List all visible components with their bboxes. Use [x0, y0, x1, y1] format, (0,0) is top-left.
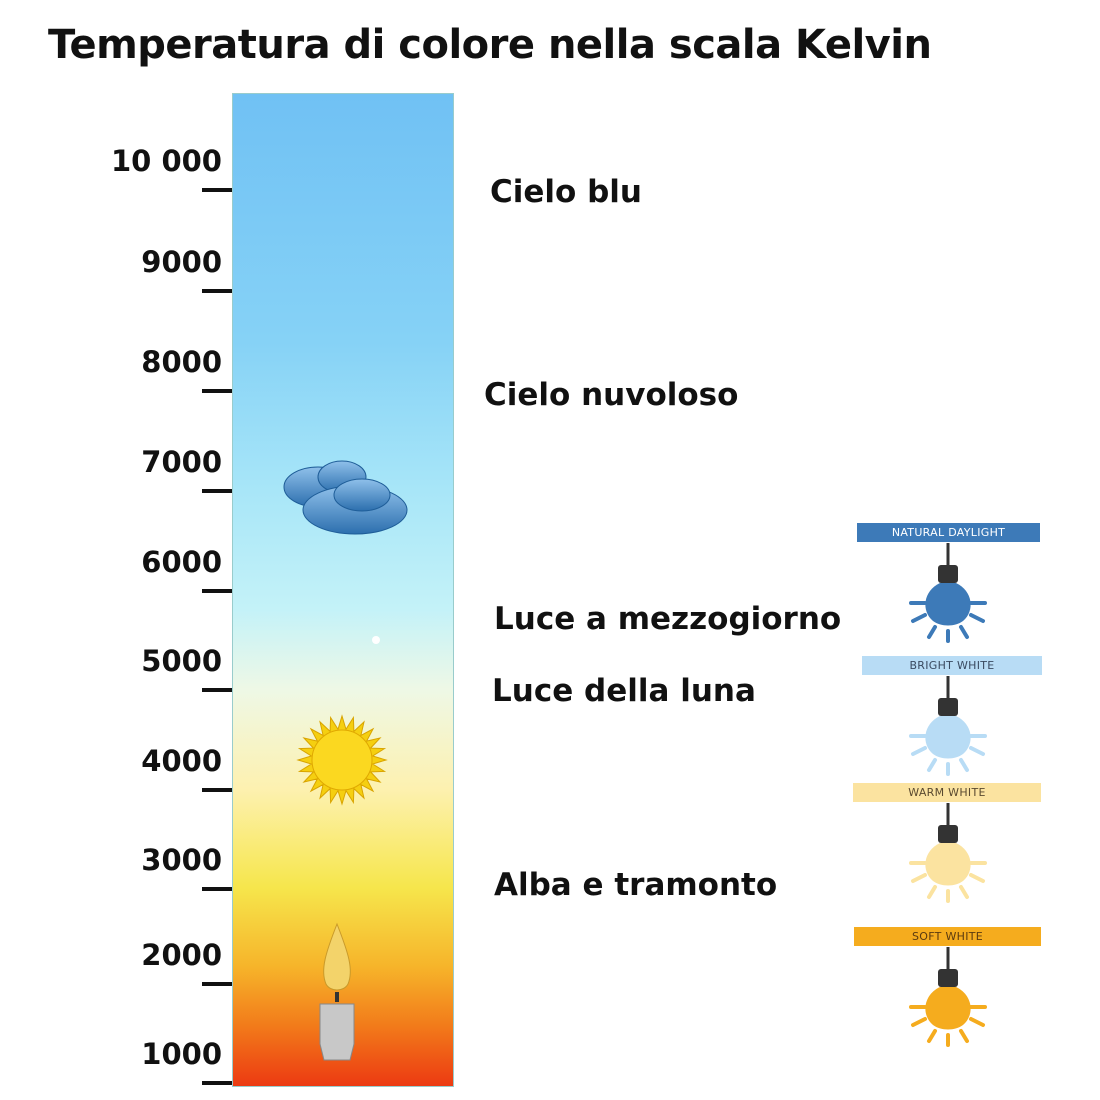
description-label: Luce della luna — [492, 673, 756, 709]
tick-label: 3000 — [141, 843, 222, 877]
page-title: Temperatura di colore nella scala Kelvin — [48, 22, 932, 68]
tick-mark — [202, 1081, 232, 1085]
candle-icon — [319, 922, 355, 1061]
tick-mark — [202, 688, 232, 692]
bulb-banner: WARM WHITE — [853, 783, 1041, 802]
sun-icon — [296, 714, 388, 806]
moon-dot — [372, 636, 380, 644]
tick-label: 4000 — [141, 744, 222, 778]
tick-mark — [202, 489, 232, 493]
description-label: Alba e tramonto — [494, 867, 778, 903]
light-bulb-icon — [909, 803, 987, 903]
tick-label: 8000 — [141, 345, 222, 379]
tick-mark — [202, 289, 232, 293]
tick-label: 9000 — [141, 245, 222, 279]
light-bulb-icon — [909, 676, 987, 776]
description-label: Cielo nuvoloso — [484, 377, 739, 413]
tick-mark — [202, 188, 232, 192]
bulb-banner: NATURAL DAYLIGHT — [857, 523, 1040, 542]
bulb-banner: SOFT WHITE — [854, 927, 1041, 946]
tick-label: 5000 — [141, 644, 222, 678]
light-bulb-icon — [909, 947, 987, 1047]
tick-label: 1000 — [141, 1037, 222, 1071]
tick-label: 10 000 — [111, 144, 222, 178]
tick-mark — [202, 788, 232, 792]
cloud-icon — [283, 460, 408, 535]
kelvin-gradient-bar — [232, 93, 454, 1087]
description-label: Luce a mezzogiorno — [494, 601, 842, 637]
description-label: Cielo blu — [490, 174, 643, 210]
light-bulb-icon — [909, 543, 987, 643]
tick-label: 2000 — [141, 938, 222, 972]
tick-label: 6000 — [141, 545, 222, 579]
tick-mark — [202, 589, 232, 593]
bulb-banner: BRIGHT WHITE — [862, 656, 1042, 675]
tick-label: 7000 — [141, 445, 222, 479]
tick-mark — [202, 982, 232, 986]
tick-mark — [202, 887, 232, 891]
tick-mark — [202, 389, 232, 393]
